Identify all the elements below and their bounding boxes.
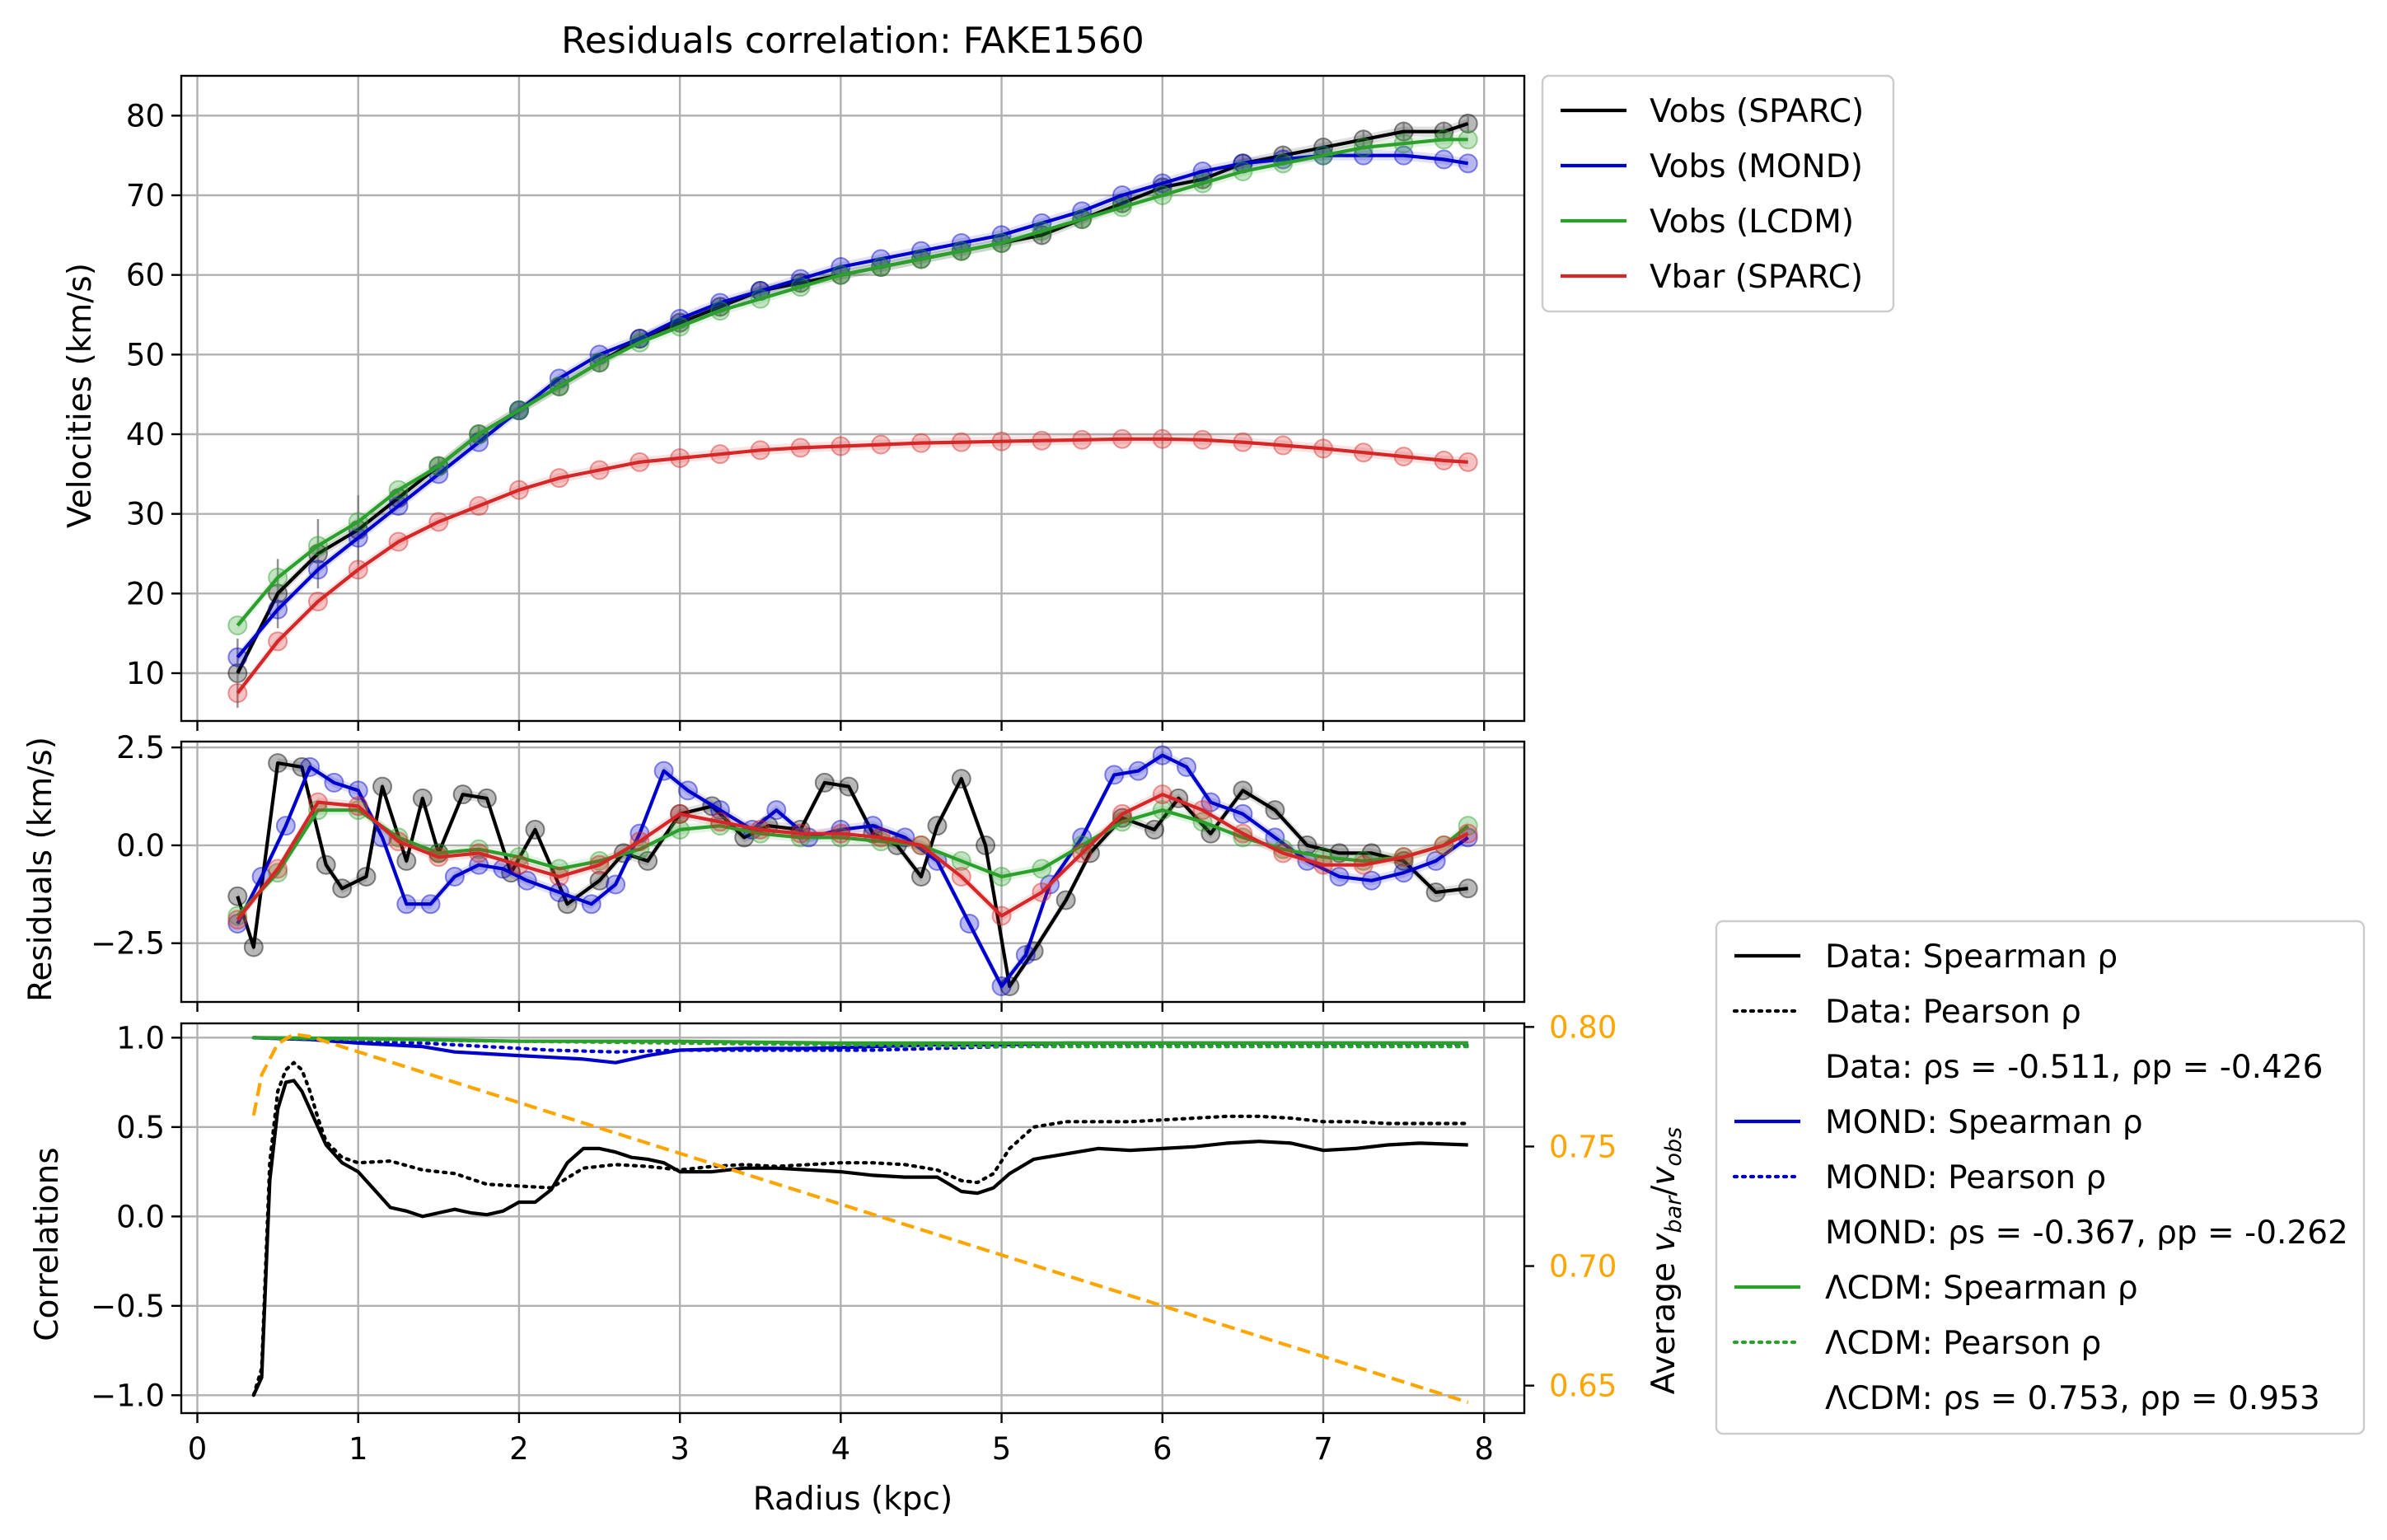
- y-tick-label: 70: [126, 178, 165, 213]
- series-line: [236, 808, 1470, 917]
- y-tick-label: 0.5: [116, 1110, 165, 1145]
- y-tick-label: 60: [126, 258, 165, 293]
- plot-frame: [180, 1022, 1526, 1415]
- legend-label: MOND: ρs = -0.367, ρp = -0.262: [1825, 1215, 2348, 1252]
- y2-tick-label: 0.75: [1549, 1129, 1617, 1164]
- series-line: [251, 1036, 1470, 1049]
- y-tick-label: 80: [126, 98, 165, 133]
- series-line: [236, 122, 1469, 674]
- x-tick-label: 1: [349, 1431, 368, 1467]
- legend-label: ΛCDM: ρs = 0.753, ρp = 0.953: [1825, 1380, 2320, 1417]
- ratio-y2label: Average vbar/vobs: [1645, 1127, 1687, 1394]
- series-line: [236, 138, 1468, 627]
- y-tick-label: 1.0: [116, 1020, 165, 1056]
- legend-label: Data: Pearson ρ: [1825, 994, 2081, 1031]
- y-tick-label: 30: [126, 497, 165, 532]
- x-tick-label: 5: [992, 1431, 1012, 1467]
- y-tick-label: −0.5: [91, 1289, 165, 1324]
- y-tick-label: 0.0: [116, 1199, 165, 1234]
- correlations-panel: −1.0 −0.5 0.0 0.5 1.0 0 1 2 3 4 5 6 7 8 0.65 0.70 0.75 0.…: [91, 1009, 1617, 1467]
- y-tick-label: 2.5: [116, 730, 165, 765]
- y2-tick-label: 0.65: [1549, 1369, 1617, 1404]
- legend-label: Vbar (SPARC): [1650, 259, 1863, 296]
- series-band: [237, 150, 1468, 662]
- series-line: [251, 1032, 1469, 1404]
- series-line: [236, 793, 1469, 921]
- x-tick-label: 4: [831, 1431, 851, 1467]
- y2-tick-label: 0.70: [1549, 1249, 1617, 1285]
- series-line: [251, 1036, 1470, 1054]
- legend-box: [1715, 920, 2366, 1435]
- velocities-panel: 10 20 30 40 50 60 70 80: [126, 74, 1526, 731]
- plot-frame: [180, 74, 1526, 723]
- legend-label: MOND: Pearson ρ: [1825, 1159, 2106, 1196]
- legend-bottom: Data: Spearman ρ Data: Pearson ρ Data: ρs …: [1715, 920, 2366, 1435]
- legend-label: ΛCDM: Spearman ρ: [1825, 1270, 2138, 1307]
- y-tick-label: 20: [126, 576, 165, 611]
- y-tick-label: 40: [126, 417, 165, 452]
- legend-label: Vobs (LCDM): [1650, 204, 1854, 241]
- plot-frame: [180, 740, 1526, 1004]
- x-tick-label: 0: [188, 1431, 208, 1467]
- series-line: [236, 153, 1469, 659]
- radius-xlabel: Radius (kpc): [753, 1481, 952, 1518]
- legend-top: Vobs (SPARC) Vobs (MOND) Vobs (LCDM) Vbar (…: [1541, 74, 1895, 313]
- x-tick-label: 6: [1153, 1431, 1172, 1467]
- series-band: [237, 134, 1468, 631]
- x-tick-label: 8: [1474, 1431, 1494, 1467]
- x-tick-label: 3: [670, 1431, 690, 1467]
- x-tick-label: 2: [509, 1431, 529, 1467]
- correlations-ylabel: Correlations: [29, 1147, 66, 1341]
- series-line: [236, 437, 1468, 695]
- chart-title: Residuals correlation: FAKE1560: [561, 20, 1144, 62]
- legend-label: ΛCDM: Pearson ρ: [1825, 1325, 2101, 1362]
- legend-box: [1541, 74, 1895, 313]
- legend-label: Vobs (SPARC): [1650, 93, 1864, 130]
- velocities-ylabel: Velocities (km/s): [62, 263, 99, 528]
- legend-label: Data: ρs = -0.511, ρp = -0.426: [1825, 1049, 2323, 1086]
- y-tick-label: 50: [126, 337, 165, 372]
- y2-tick-label: 0.80: [1549, 1009, 1617, 1045]
- y-tick-label: 0.0: [116, 828, 165, 864]
- legend-label: Data: Spearman ρ: [1825, 939, 2118, 976]
- series-line: [251, 1060, 1470, 1397]
- x-tick-label: 7: [1313, 1431, 1333, 1467]
- y-tick-label: 10: [126, 656, 165, 691]
- residuals-ylabel: Residuals (km/s): [22, 737, 59, 1002]
- series-line: [251, 1079, 1468, 1397]
- legend-label: MOND: Spearman ρ: [1825, 1104, 2143, 1141]
- series-band: [237, 789, 1468, 925]
- residuals-panel: −2.5 0.0 2.5: [91, 730, 1526, 1012]
- y-tick-label: −2.5: [91, 926, 165, 962]
- legend-label: Vobs (MOND): [1650, 148, 1863, 185]
- y-tick-label: −1.0: [91, 1378, 165, 1413]
